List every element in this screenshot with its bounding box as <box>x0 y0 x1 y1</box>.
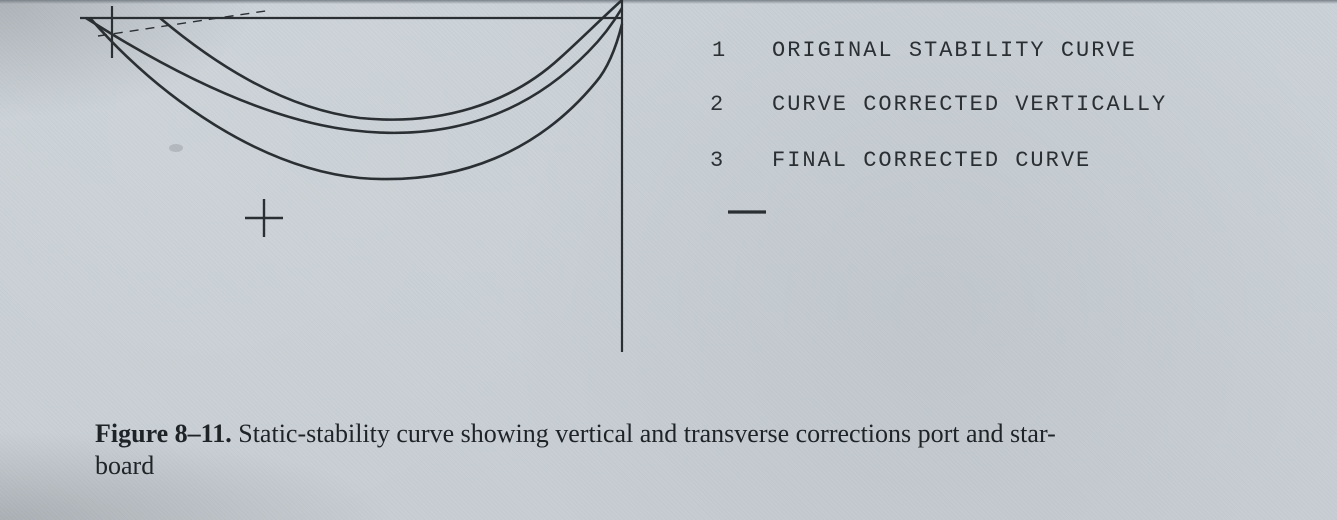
figure-caption: Figure 8–11. Static-stability curve show… <box>95 418 1245 481</box>
page-root: 1 ORIGINAL STABILITY CURVE 2 CURVE CORRE… <box>0 0 1337 520</box>
curve-1-middle <box>86 8 622 133</box>
figure-label: Figure 8–11. <box>95 419 232 448</box>
curve-2-outer <box>90 18 622 179</box>
dashed-reference-line <box>98 10 272 36</box>
figure-caption-text: Static-stability curve showing vertical … <box>238 419 1056 448</box>
stability-diagram <box>40 0 1297 370</box>
figure-caption-text-2: board <box>95 451 154 480</box>
scan-speck <box>169 144 183 152</box>
plus-marker <box>245 199 283 237</box>
